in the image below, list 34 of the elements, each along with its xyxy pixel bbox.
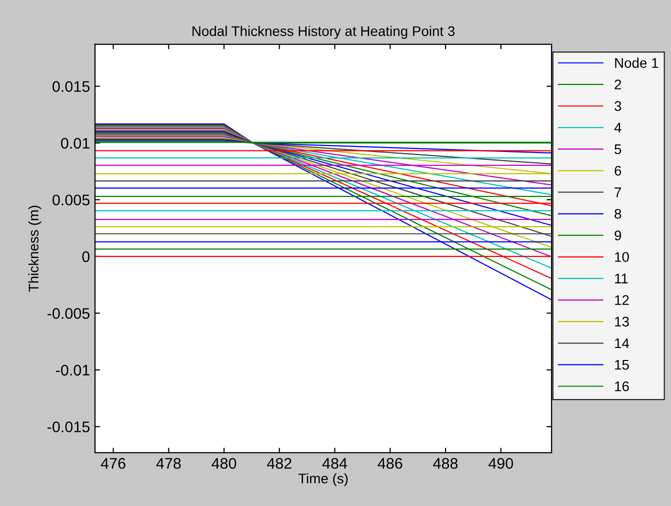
y-axis-title: Thickness (m) [28,206,42,292]
legend-label: 14 [615,338,630,348]
legend-label: 9 [614,230,622,240]
legend-label: 10 [615,252,629,262]
y-tick-label: 0.01 [61,138,90,149]
legend-label: 13 [615,316,629,327]
x-tick-label: 486 [378,458,402,469]
legend-label: 3 [614,101,622,111]
x-tick-label: 478 [156,458,181,469]
legend-label: 16 [615,381,629,392]
chart-title: Nodal Thickness History at Heating Point 3 [192,26,455,39]
y-tick-label: 0.005 [52,194,90,206]
legend-label: 12 [615,295,629,305]
y-tick-label: 0 [82,251,90,262]
x-tick-label: 480 [212,458,236,469]
y-tick-label: 0.015 [52,81,90,92]
legend-label: 2 [614,80,622,90]
y-tick-label: -0.01 [56,364,90,376]
legend-label: 15 [615,360,629,370]
legend-label: 4 [614,122,622,132]
x-tick-label: 490 [488,458,514,469]
legend-label: 6 [614,166,622,176]
legend-label: 11 [615,274,628,284]
x-tick-label: 488 [433,458,458,469]
x-axis-title: Time (s) [298,473,348,486]
legend-label: 8 [614,208,622,219]
x-tick-label: 484 [322,458,348,469]
y-tick-label: -0.015 [48,421,90,432]
legend-label: 5 [614,144,622,154]
legend-label: Node 1 [615,58,658,68]
legend-label: 7 [614,188,622,198]
x-tick-label: 482 [267,458,292,469]
x-tick-label: 476 [100,458,126,469]
y-tick-label: -0.005 [48,308,90,319]
